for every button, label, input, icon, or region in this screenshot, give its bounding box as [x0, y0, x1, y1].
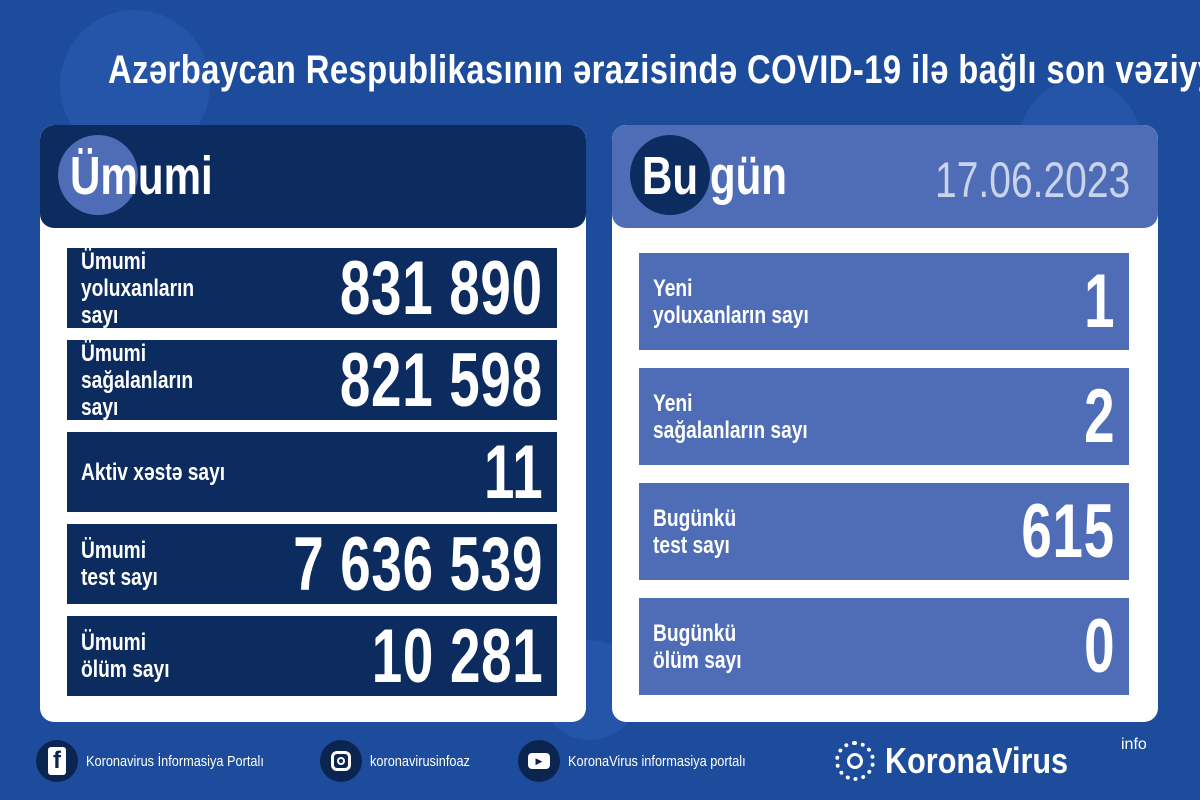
stat-value: 11	[483, 429, 543, 515]
stat-row: Aktiv xəstə sayı 11	[67, 430, 557, 515]
sun-icon	[835, 741, 875, 781]
stat-value: 821 598	[340, 337, 543, 423]
stat-row: Yeni yoluxanların sayı 1	[639, 253, 1129, 350]
total-panel: Ümumi Ümumi yoluxanların sayı 831 890 Ümum…	[40, 125, 586, 722]
youtube-link[interactable]: ▶ KoronaVirus informasiya portalı	[518, 740, 777, 782]
facebook-link[interactable]: f Koronavirus İnformasiya Portalı	[36, 740, 295, 782]
stat-label: Aktiv xəstə sayı	[81, 458, 226, 486]
stat-value: 615	[1021, 489, 1115, 574]
total-header: Ümumi	[40, 125, 586, 228]
stat-row: Bugünkü test sayı 615	[639, 483, 1129, 580]
stat-label: Ümumi ölüm sayı	[81, 629, 170, 683]
stat-row: Ümumi ölüm sayı 10 281	[67, 614, 557, 699]
facebook-icon: f	[36, 740, 78, 782]
stat-value: 10 281	[371, 613, 543, 699]
youtube-label: KoronaVirus informasiya portalı	[568, 752, 746, 770]
today-heading: Bu gün	[642, 146, 788, 206]
stat-value: 7 636 539	[293, 521, 543, 607]
stat-row: Bugünkü ölüm sayı 0	[639, 598, 1129, 695]
footer: f Koronavirus İnformasiya Portalı korona…	[0, 736, 1200, 790]
stat-row: Ümumi test sayı 7 636 539	[67, 522, 557, 607]
today-panel: Bu gün 17.06.2023 Yeni yoluxanların sayı…	[612, 125, 1158, 722]
stat-label: Yeni sağalanların sayı	[653, 389, 808, 444]
stat-value: 831 890	[340, 245, 543, 331]
total-heading: Ümumi	[70, 146, 213, 206]
youtube-icon: ▶	[518, 740, 560, 782]
stat-value: 0	[1083, 604, 1115, 689]
stat-label: Ümumi sağalanların sayı	[81, 339, 194, 421]
stat-label: Bugünkü test sayı	[653, 504, 737, 559]
virus-icon	[58, 135, 138, 215]
logo-text: KoronaVirus	[885, 740, 1069, 781]
instagram-label: koronavirusinfoaz	[370, 752, 470, 770]
stat-row: Yeni sağalanların sayı 2	[639, 368, 1129, 465]
stat-label: Ümumi yoluxanların sayı	[81, 247, 195, 329]
stat-row: Ümumi yoluxanların sayı 831 890	[67, 246, 557, 331]
today-header: Bu gün 17.06.2023	[612, 125, 1158, 228]
facebook-label: Koronavirus İnformasiya Portalı	[86, 752, 264, 770]
stat-row: Ümumi sağalanların sayı 821 598	[67, 338, 557, 423]
page-title: Azərbaycan Respublikasının ərazisində CO…	[108, 48, 1200, 92]
virus-icon	[630, 135, 710, 215]
instagram-icon	[320, 740, 362, 782]
stat-label: Yeni yoluxanların sayı	[653, 274, 809, 329]
stat-value: 2	[1083, 374, 1115, 459]
date: 17.06.2023	[934, 152, 1130, 208]
stat-label: Bugünkü ölüm sayı	[653, 619, 742, 674]
stat-value: 1	[1083, 259, 1115, 344]
logo-sup: info	[1121, 736, 1147, 753]
koronavirus-logo: KoronaVirus info	[835, 736, 1147, 782]
instagram-link[interactable]: koronavirusinfoaz	[320, 740, 488, 782]
stat-label: Ümumi test sayı	[81, 537, 158, 591]
